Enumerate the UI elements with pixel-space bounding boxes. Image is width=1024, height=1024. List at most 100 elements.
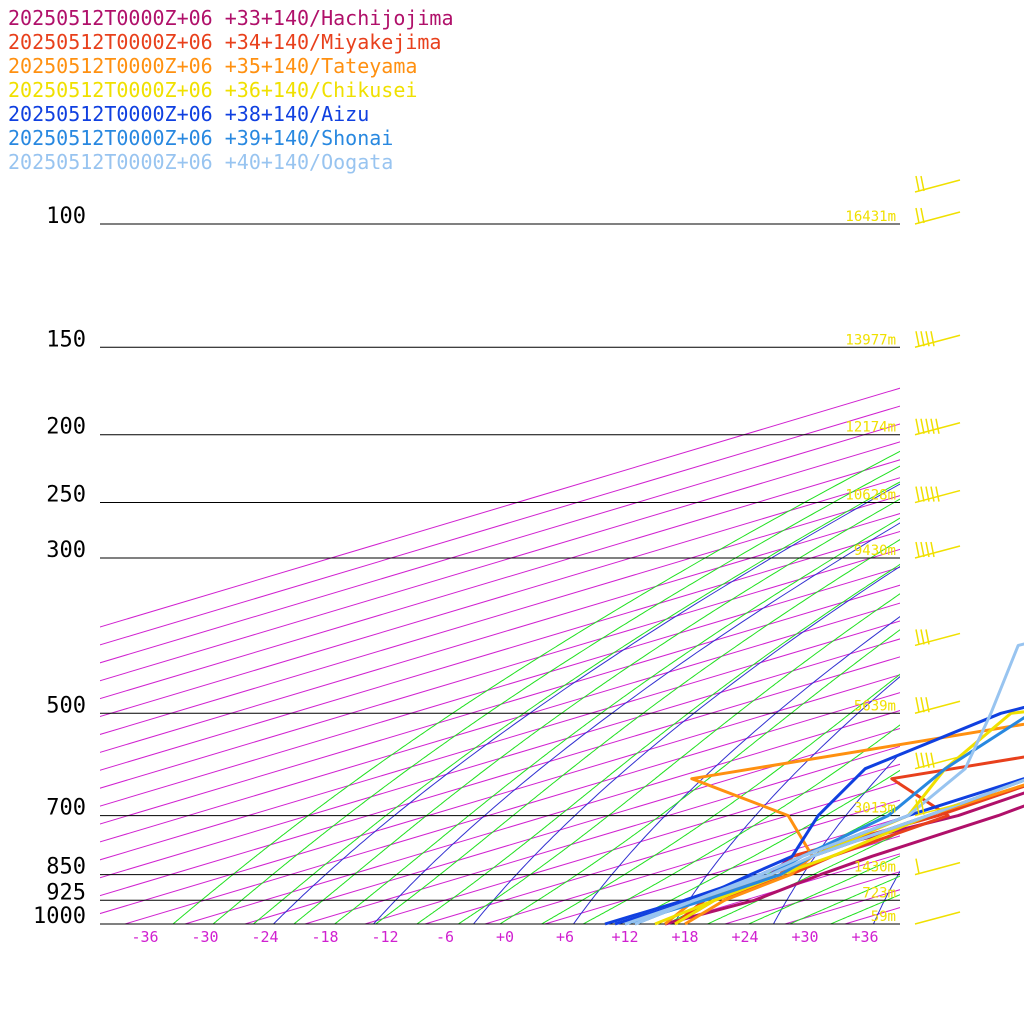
wind-barb-flag [920,175,925,192]
wind-barb-flag [925,486,930,502]
isotherm-line [100,548,900,789]
wind-barb-flag [920,541,925,558]
wind-barb-flag [920,331,925,347]
wind-barb-flag [920,418,925,434]
wind-barb-flag [925,541,930,558]
wind-barb [914,629,961,647]
temperature-line [674,784,1024,926]
dry-adiabat-line [272,483,900,924]
height-label: 9430m [854,543,896,559]
moist-adiabat-line [623,769,900,924]
isotherm-line [100,620,900,861]
isotherm-line [100,602,900,843]
isotherm-line [100,405,900,646]
wind-barb-staff [914,861,961,876]
wind-barb-flag [920,629,925,645]
wind-barb-flag [920,799,925,815]
isotherm-line [184,710,900,924]
temperature-tick-label: -24 [251,928,278,946]
wind-barb-flag [925,752,930,768]
temperature-tick-label: +30 [791,928,818,946]
dewpoint-line [654,710,1024,926]
temperature-tick-label: +36 [851,928,878,946]
dry-adiabat-line [872,870,900,924]
isotherm-line [965,224,1024,924]
legend-item: 20250512T0000Z+06 +35+140/Tateyama [8,54,418,78]
isotherm-line [100,459,900,700]
pressure-tick-label: 850 [46,855,86,880]
height-label: 5639m [854,698,896,714]
wind-barb-flag [920,697,925,713]
wind-barb-flag [930,331,935,347]
moist-adiabat-line [212,465,900,924]
height-label: 10628m [845,488,896,504]
isotherm-line [100,566,900,807]
wind-barb-flag [915,858,920,874]
temperature-line [674,791,1024,926]
dry-adiabat-line [472,565,900,924]
legend-item: 20250512T0000Z+06 +33+140/Hachijojima [8,6,454,30]
temperature-tick-label: +18 [671,928,698,946]
temperature-line [674,778,1024,926]
pressure-tick-label: 300 [46,538,86,563]
wind-barb [914,752,961,770]
moist-adiabat-line [747,855,900,924]
isotherm-line [124,692,900,924]
wind-barb-flag [915,697,920,713]
temperature-tick-label: +6 [556,928,574,946]
wind-barb-staff [914,334,961,348]
height-label: 3013m [854,801,896,817]
wind-barb-flag [930,541,935,558]
wind-barb-staff [914,700,961,715]
wind-barb-flag [935,418,940,434]
wind-barb-staff [914,755,961,770]
wind-barb [914,541,961,559]
isotherm-line [100,423,900,664]
legend-item: 20250512T0000Z+06 +38+140/Aizu [8,102,370,126]
moist-adiabat-line [582,724,900,924]
dry-adiabat-line [969,224,1024,939]
wind-barb-flag [915,799,920,815]
temperature-tick-label: -6 [436,928,454,946]
pressure-tick-label: 200 [46,415,86,440]
temperature-line [684,783,1024,926]
wind-barb-flag [925,697,930,713]
isotherm-line [424,781,900,924]
profile-lines [604,642,1024,926]
wind-barb [914,486,961,504]
wind-barb-flag [915,418,920,434]
wind-barbs [914,175,961,925]
temperature-tick-label: +24 [731,928,758,946]
temperature-tick-label: -30 [191,928,218,946]
wind-barb [914,418,961,436]
legend-item: 20250512T0000Z+06 +40+140/Oogata [8,150,394,174]
wind-barb [914,207,961,225]
legend-item: 20250512T0000Z+06 +34+140/Miyakejima [8,30,442,54]
legend-item: 20250512T0000Z+06 +39+140/Shonai [8,126,394,150]
dewpoint-line [614,705,1024,926]
temperature-tick-label: +0 [496,928,514,946]
pressure-tick-label: 925 [46,880,86,905]
isotherm-line [100,584,900,825]
moist-adiabat-line [788,875,900,924]
isotherm-line [100,441,900,682]
wind-barb-flag [930,752,935,768]
pressure-tick-label: 100 [46,204,86,229]
pressure-tick-label: 1000 [33,904,86,929]
wind-barb-flag [915,207,920,224]
pressure-tick-label: 250 [46,483,86,508]
isotherm-line [244,727,900,924]
wind-barb-flag [935,486,940,502]
wind-barb-staff [914,802,961,817]
pressure-tick-label: 150 [46,327,86,352]
dry-adiabat-line [372,522,900,924]
pressure-tick-label: 700 [46,796,86,821]
isotherm-line [100,387,900,628]
temperature-line [624,778,1024,926]
moist-adiabat-line [252,481,900,924]
wind-barb-flag [930,418,935,434]
height-label: 16431m [845,209,896,225]
moist-adiabat-line [172,450,900,924]
wind-barb [914,175,961,193]
